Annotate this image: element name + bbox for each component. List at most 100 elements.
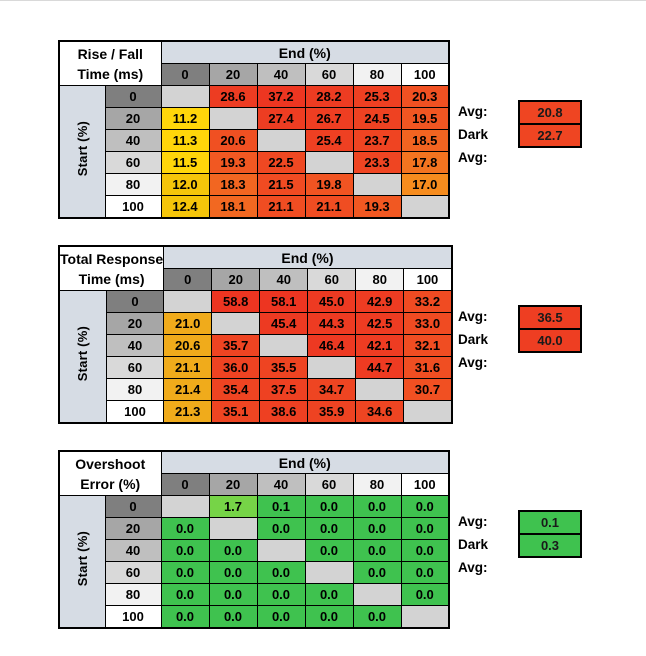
data-cell[interactable]: 25.4 bbox=[304, 129, 354, 152]
data-cell[interactable]: 0.0 bbox=[304, 605, 354, 629]
col-header-cell[interactable]: 20 bbox=[208, 473, 258, 496]
diagonal-blank-cell[interactable] bbox=[304, 151, 354, 174]
data-cell[interactable]: 44.7 bbox=[355, 356, 405, 379]
data-cell[interactable]: 20.3 bbox=[400, 85, 450, 108]
row-header-cell[interactable]: 20 bbox=[104, 107, 162, 130]
col-header-cell[interactable]: 100 bbox=[403, 268, 453, 291]
data-cell[interactable]: 18.5 bbox=[400, 129, 450, 152]
row-header-cell[interactable]: 80 bbox=[104, 583, 162, 606]
data-cell[interactable]: 23.7 bbox=[352, 129, 402, 152]
data-cell[interactable]: 11.2 bbox=[160, 107, 210, 130]
data-cell[interactable]: 23.3 bbox=[352, 151, 402, 174]
diagonal-blank-cell[interactable] bbox=[256, 539, 306, 562]
data-cell[interactable]: 37.2 bbox=[256, 85, 306, 108]
diagonal-blank-cell[interactable] bbox=[307, 356, 357, 379]
dark-avg-value-box[interactable]: 40.0 bbox=[520, 328, 580, 351]
start-percent-vertical-label[interactable]: Start (%) bbox=[58, 85, 106, 219]
data-cell[interactable]: 37.5 bbox=[259, 378, 309, 401]
data-cell[interactable]: 0.0 bbox=[400, 561, 450, 584]
data-cell[interactable]: 11.3 bbox=[160, 129, 210, 152]
row-header-cell[interactable]: 0 bbox=[104, 85, 162, 108]
data-cell[interactable]: 0.0 bbox=[352, 561, 402, 584]
data-cell[interactable]: 58.1 bbox=[259, 290, 309, 313]
data-cell[interactable]: 21.1 bbox=[256, 195, 306, 219]
diagonal-blank-cell[interactable] bbox=[160, 495, 210, 518]
data-cell[interactable]: 35.4 bbox=[211, 378, 261, 401]
data-cell[interactable]: 21.4 bbox=[163, 378, 213, 401]
row-header-cell[interactable]: 100 bbox=[104, 195, 162, 219]
data-cell[interactable]: 0.0 bbox=[352, 539, 402, 562]
data-cell[interactable]: 0.0 bbox=[400, 583, 450, 606]
data-cell[interactable]: 38.6 bbox=[259, 400, 309, 424]
data-cell[interactable]: 19.5 bbox=[400, 107, 450, 130]
diagonal-blank-cell[interactable] bbox=[163, 290, 213, 313]
dark-avg-value-box[interactable]: 0.3 bbox=[520, 533, 580, 556]
data-cell[interactable]: 22.5 bbox=[256, 151, 306, 174]
data-cell[interactable]: 28.6 bbox=[208, 85, 258, 108]
avg-value-box[interactable]: 36.5 bbox=[520, 307, 580, 328]
diagonal-blank-cell[interactable] bbox=[400, 195, 450, 219]
data-cell[interactable]: 33.2 bbox=[403, 290, 453, 313]
data-cell[interactable]: 27.4 bbox=[256, 107, 306, 130]
row-header-cell[interactable]: 0 bbox=[105, 290, 165, 313]
data-cell[interactable]: 0.0 bbox=[304, 583, 354, 606]
dark-avg-value-box[interactable]: 22.7 bbox=[520, 123, 580, 146]
data-cell[interactable]: 44.3 bbox=[307, 312, 357, 335]
end-percent-band[interactable]: End (%) bbox=[160, 40, 450, 64]
diagonal-blank-cell[interactable] bbox=[400, 605, 450, 629]
start-percent-vertical-label[interactable]: Start (%) bbox=[58, 495, 106, 629]
data-cell[interactable]: 36.0 bbox=[211, 356, 261, 379]
col-header-cell[interactable]: 80 bbox=[355, 268, 405, 291]
diagonal-blank-cell[interactable] bbox=[304, 561, 354, 584]
data-cell[interactable]: 0.0 bbox=[400, 517, 450, 540]
data-cell[interactable]: 35.1 bbox=[211, 400, 261, 424]
diagonal-blank-cell[interactable] bbox=[211, 312, 261, 335]
data-cell[interactable]: 21.5 bbox=[256, 173, 306, 196]
data-cell[interactable]: 21.3 bbox=[163, 400, 213, 424]
data-cell[interactable]: 25.3 bbox=[352, 85, 402, 108]
col-header-cell[interactable]: 40 bbox=[259, 268, 309, 291]
data-cell[interactable]: 0.0 bbox=[352, 605, 402, 629]
data-cell[interactable]: 35.9 bbox=[307, 400, 357, 424]
row-header-cell[interactable]: 100 bbox=[105, 400, 165, 424]
row-header-cell[interactable]: 60 bbox=[104, 151, 162, 174]
col-header-cell[interactable]: 60 bbox=[304, 63, 354, 86]
col-header-cell[interactable]: 20 bbox=[208, 63, 258, 86]
data-cell[interactable]: 0.0 bbox=[208, 539, 258, 562]
data-cell[interactable]: 12.4 bbox=[160, 195, 210, 219]
row-header-cell[interactable]: 40 bbox=[104, 539, 162, 562]
data-cell[interactable]: 20.6 bbox=[163, 334, 213, 357]
diagonal-blank-cell[interactable] bbox=[355, 378, 405, 401]
data-cell[interactable]: 0.0 bbox=[160, 517, 210, 540]
row-header-cell[interactable]: 100 bbox=[104, 605, 162, 629]
data-cell[interactable]: 17.0 bbox=[400, 173, 450, 196]
end-percent-band[interactable]: End (%) bbox=[163, 245, 453, 269]
overshoot-title-cell[interactable]: Overshoot Error (%) bbox=[58, 450, 162, 496]
row-header-cell[interactable]: 40 bbox=[105, 334, 165, 357]
col-header-cell[interactable]: 100 bbox=[400, 63, 450, 86]
data-cell[interactable]: 0.0 bbox=[160, 561, 210, 584]
data-cell[interactable]: 35.7 bbox=[211, 334, 261, 357]
col-header-cell[interactable]: 80 bbox=[352, 473, 402, 496]
data-cell[interactable]: 46.4 bbox=[307, 334, 357, 357]
data-cell[interactable]: 1.7 bbox=[208, 495, 258, 518]
data-cell[interactable]: 35.5 bbox=[259, 356, 309, 379]
data-cell[interactable]: 42.1 bbox=[355, 334, 405, 357]
col-header-cell[interactable]: 0 bbox=[163, 268, 213, 291]
data-cell[interactable]: 17.8 bbox=[400, 151, 450, 174]
row-header-cell[interactable]: 80 bbox=[105, 378, 165, 401]
data-cell[interactable]: 21.0 bbox=[163, 312, 213, 335]
data-cell[interactable]: 0.0 bbox=[160, 605, 210, 629]
diagonal-blank-cell[interactable] bbox=[352, 173, 402, 196]
data-cell[interactable]: 45.4 bbox=[259, 312, 309, 335]
data-cell[interactable]: 42.9 bbox=[355, 290, 405, 313]
end-percent-band[interactable]: End (%) bbox=[160, 450, 450, 474]
row-header-cell[interactable]: 60 bbox=[104, 561, 162, 584]
data-cell[interactable]: 28.2 bbox=[304, 85, 354, 108]
row-header-cell[interactable]: 40 bbox=[104, 129, 162, 152]
data-cell[interactable]: 19.3 bbox=[352, 195, 402, 219]
data-cell[interactable]: 0.0 bbox=[208, 605, 258, 629]
data-cell[interactable]: 18.1 bbox=[208, 195, 258, 219]
row-header-cell[interactable]: 20 bbox=[104, 517, 162, 540]
data-cell[interactable]: 11.5 bbox=[160, 151, 210, 174]
